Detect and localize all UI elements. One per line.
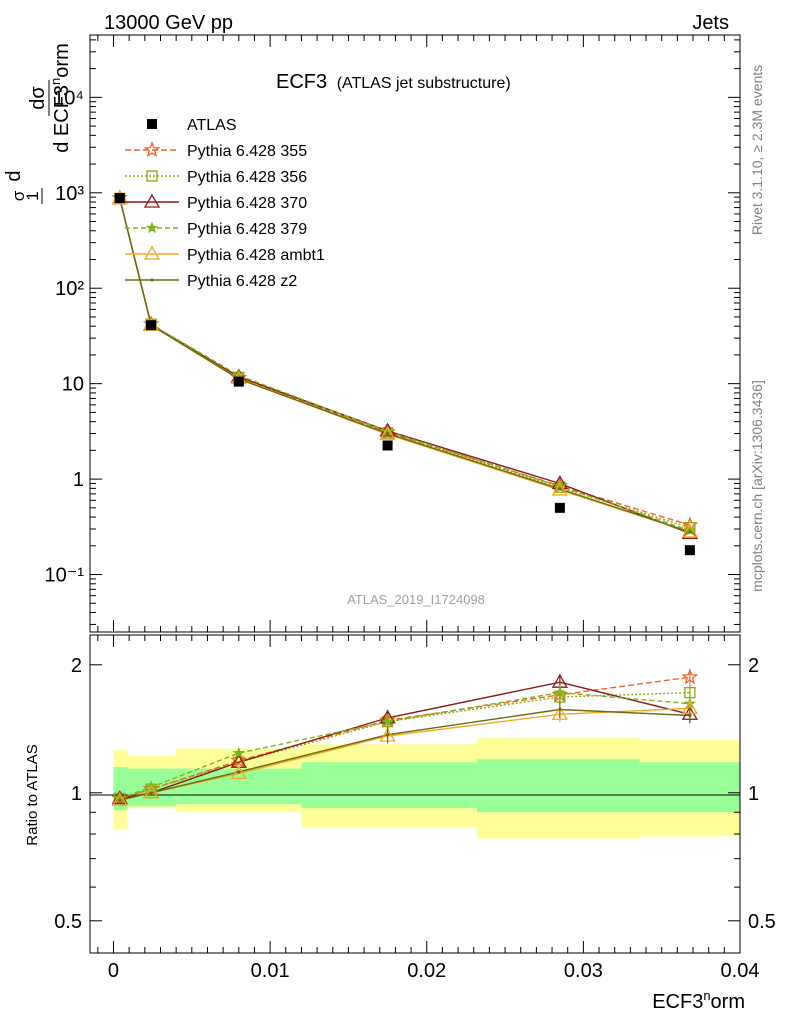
series-marker <box>558 487 562 491</box>
ratio-series-marker <box>237 770 241 774</box>
ratio-series-marker <box>381 715 394 727</box>
header-left: 13000 GeV pp <box>104 12 233 34</box>
main-y-tick-label: 10² <box>55 278 84 300</box>
ratio-y-tick-label-right: 0.5 <box>748 911 776 933</box>
ratio-series-marker <box>553 686 566 698</box>
x-tick-label: 0.04 <box>721 960 760 982</box>
ratio-y-tick-label: 0.5 <box>54 911 82 933</box>
chart-subtitle: (ATLAS jet substructure) <box>337 75 511 92</box>
ratio-stat-uncertainty-band <box>476 759 640 813</box>
header-right: Jets <box>692 12 729 34</box>
legend-label: Pythia 6.428 355 <box>187 143 307 160</box>
legend-label: Pythia 6.428 356 <box>187 169 307 186</box>
legend-marker <box>146 170 158 182</box>
x-tick-label: 0 <box>108 960 119 982</box>
atlas-data-point <box>554 502 565 513</box>
main-y-tick-label: 10⁻¹ <box>45 565 85 587</box>
series-marker <box>688 530 692 534</box>
atlas-data-point <box>146 320 157 331</box>
series-marker <box>385 431 390 436</box>
legend-label: Pythia 6.428 z2 <box>187 273 297 290</box>
ratio-series-marker <box>118 798 122 802</box>
svg-text:d ECF3norm: d ECF3norm <box>48 43 73 153</box>
main-y-tick-label: 10⁴ <box>53 87 84 109</box>
svg-text:σ: σ <box>9 190 28 201</box>
ratio-y-tick-label-right: 2 <box>748 655 759 677</box>
legend-marker <box>143 141 161 158</box>
legend-label: Pythia 6.428 370 <box>187 195 307 212</box>
x-tick-label: 0.01 <box>251 960 290 982</box>
ratio-y-tick-label: 2 <box>71 655 82 677</box>
legend-marker <box>145 221 159 234</box>
mcplots-source: mcplots.cern.ch [arXiv:1306.3436] <box>749 380 765 592</box>
main-frame <box>89 34 741 633</box>
ratio-series-marker <box>230 765 247 780</box>
x-tick-label: 0.03 <box>564 960 603 982</box>
ratio-stat-uncertainty-band <box>301 762 477 809</box>
legend-label: Pythia 6.428 379 <box>187 221 307 238</box>
legend-marker <box>143 245 161 260</box>
main-y-tick-label: 10³ <box>55 183 84 205</box>
chart-title: ECF3 (ATLAS jet substructure) <box>276 71 511 93</box>
ratio-series-marker <box>232 746 245 759</box>
legend-marker <box>150 278 154 282</box>
legend-label: Pythia 6.428 ambt1 <box>187 247 325 264</box>
ratio-y-tick-label-right: 1 <box>748 783 759 805</box>
ratio-frame <box>89 634 741 954</box>
series-marker <box>681 523 699 538</box>
ratio-y-axis-label: Ratio to ATLAS <box>24 744 41 845</box>
main-y-tick-label: 1 <box>73 469 84 491</box>
atlas-data-point <box>114 193 125 204</box>
ratio-series-marker <box>385 733 390 737</box>
ratio-series-marker <box>111 792 128 806</box>
series-line <box>119 198 691 533</box>
ratio-series-marker <box>149 791 153 795</box>
main-y-tick-label: 10 <box>62 374 84 396</box>
legend: ATLAS Pythia 6.428 355 Pythia 6.428 356 Pyt… <box>125 117 325 290</box>
x-tick-label: 0.02 <box>407 960 446 982</box>
series-marker <box>379 425 396 440</box>
main-y-axis-label: dσ d ECF3norm d 1 σ <box>3 43 73 204</box>
ratio-panel: 0.5 0.5 1 1 2 2 0 0.01 0.02 0.03 0.04 <box>54 634 776 982</box>
main-panel: 10⁻¹ 1 10 10² 10³ 10⁴ <box>45 34 741 633</box>
ratio-series-marker <box>551 705 569 720</box>
x-axis-label: ECF3norm <box>652 988 745 1013</box>
svg-text:1: 1 <box>23 191 42 200</box>
ratio-series-marker <box>688 713 692 718</box>
legend-marker <box>147 119 157 129</box>
series-marker <box>681 525 699 540</box>
ratio-series-marker <box>558 707 562 712</box>
ratio-series-marker <box>681 668 699 685</box>
atlas-data-point <box>684 545 695 556</box>
series-marker <box>551 481 569 496</box>
atlas-data-point <box>382 440 393 451</box>
svg-text:dσ: dσ <box>27 86 49 110</box>
ratio-stat-uncertainty-band <box>639 762 740 813</box>
ratio-y-tick-label: 1 <box>71 783 82 805</box>
analysis-watermark: ATLAS_2019_I1724098 <box>347 592 485 607</box>
legend-marker <box>143 193 161 208</box>
ratio-series-line <box>119 691 690 800</box>
legend-label: ATLAS <box>187 117 237 134</box>
rivet-version: Rivet 3.1.10, ≥ 2.3M events <box>749 65 765 235</box>
atlas-data-point <box>233 376 244 387</box>
ratio-series-marker <box>142 784 160 799</box>
svg-text:d: d <box>3 170 25 181</box>
